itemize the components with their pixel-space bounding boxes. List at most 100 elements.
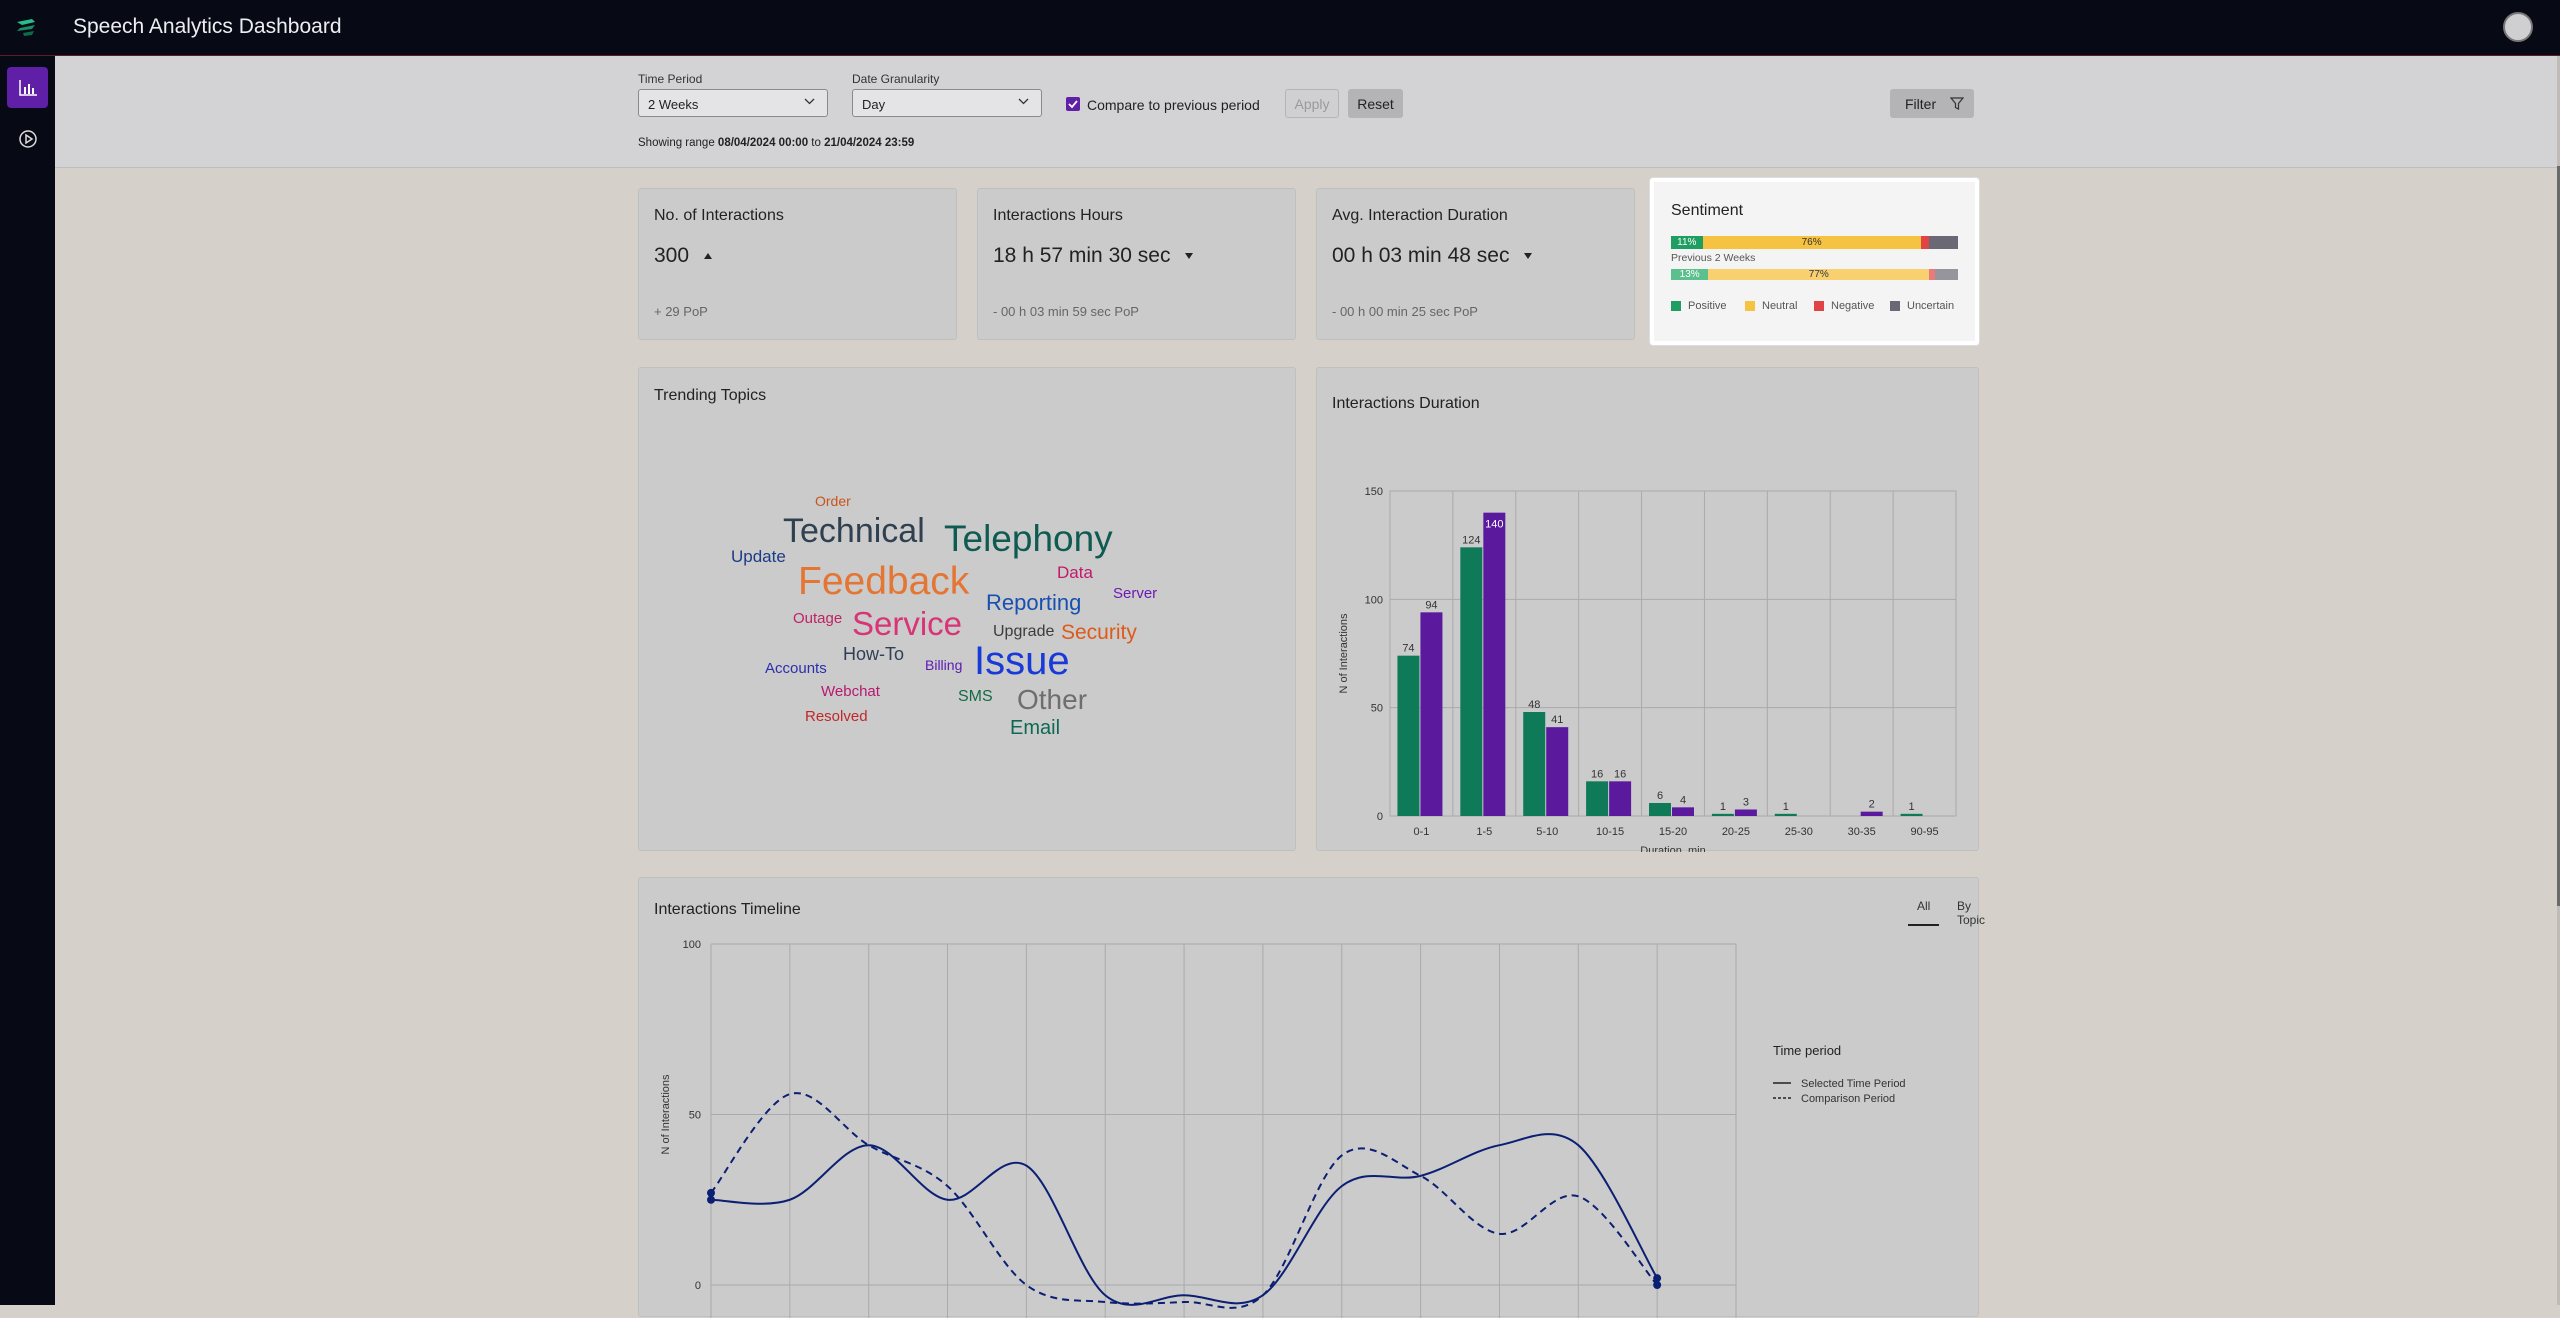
x-tick-label: 30-35 [1848, 826, 1876, 838]
tab-all[interactable]: All [1917, 899, 1931, 913]
topic-word[interactable]: Email [1010, 717, 1061, 739]
time-period-select[interactable]: 2 Weeks [638, 89, 828, 117]
bar [1483, 512, 1506, 816]
data-label: 2 [1869, 799, 1875, 811]
legend-swatch [1890, 301, 1900, 311]
kpi-value: 00 h 03 min 48 sec [1332, 244, 1533, 268]
y-axis-label: N of Interactions [1338, 613, 1350, 694]
triangle-up-icon [703, 253, 712, 260]
topic-word[interactable]: Billing [925, 657, 963, 673]
x-tick-label: 15-20 [1659, 826, 1687, 838]
legend-label: Neutral [1762, 300, 1798, 312]
topic-word[interactable]: Server [1113, 585, 1158, 602]
kpi-pop: + 29 PoP [654, 304, 708, 319]
topic-word[interactable]: How-To [843, 644, 905, 664]
scrollbar-thumb[interactable] [2557, 166, 2560, 906]
app-title: Speech Analytics Dashboard [73, 15, 342, 38]
topic-word[interactable]: Webchat [821, 683, 880, 700]
apply-button[interactable]: Apply [1285, 89, 1339, 118]
topic-word[interactable]: Resolved [805, 708, 868, 725]
bar [1774, 813, 1797, 816]
reset-button[interactable]: Reset [1348, 89, 1403, 118]
data-point [707, 1195, 715, 1204]
topic-word[interactable]: Telephony [944, 518, 1113, 559]
kpi-pop: - 00 h 03 min 59 sec PoP [993, 304, 1139, 319]
range-to: to [808, 137, 825, 149]
bar [1711, 813, 1734, 816]
sentiment-segment-neutral: 77% [1708, 269, 1930, 280]
kpi-title: Interactions Hours [993, 207, 1123, 224]
logo-icon[interactable] [14, 16, 38, 38]
check-icon [1068, 100, 1078, 109]
duration-chart-card: Interactions Duration 0 50 100 150 74 94 0-1 12… [1316, 367, 1979, 852]
kpi-card-interactions: No. of Interactions 300 + 29 PoP [638, 188, 957, 340]
chevron-down-icon [1018, 98, 1029, 105]
topic-word[interactable]: Accounts [765, 660, 827, 677]
x-tick-label: 1-5 [1476, 826, 1492, 838]
kpi-card-hours: Interactions Hours 18 h 57 min 30 sec - … [977, 188, 1296, 340]
sentiment-card[interactable]: Sentiment 11% 76% Previous 2 Weeks 13% 7… [1650, 178, 1979, 345]
legend-label: Negative [1831, 300, 1875, 312]
topic-word[interactable]: Update [731, 547, 786, 566]
topic-word[interactable]: SMS [958, 688, 993, 705]
x-tick-label: 90-95 [1910, 826, 1938, 838]
tab-by-topic[interactable]: By Topic [1957, 899, 1986, 927]
time-period-value: 2 Weeks [648, 97, 699, 112]
data-label: 48 [1528, 699, 1540, 711]
bar [1734, 809, 1757, 816]
filter-button[interactable]: Filter [1890, 89, 1974, 118]
legend-negative: Negative [1814, 300, 1874, 312]
y-tick-label: 150 [1365, 486, 1383, 498]
sentiment-segment-uncertain [1929, 236, 1958, 249]
topic-word[interactable]: Outage [793, 610, 843, 627]
x-tick-label: 5-10 [1536, 826, 1558, 838]
sidebar [0, 56, 55, 1305]
y-axis-label: N of Interactions [660, 1074, 672, 1155]
topic-word[interactable]: Order [815, 493, 851, 509]
bar [1460, 547, 1483, 816]
topic-word[interactable]: Security [1061, 621, 1137, 644]
topic-word[interactable]: Reporting [986, 590, 1082, 615]
legend-uncertain: Uncertain [1890, 300, 1954, 312]
series-line [710, 1133, 1659, 1306]
trending-title: Trending Topics [654, 387, 767, 404]
sentiment-previous-label: Previous 2 Weeks [1671, 252, 1756, 264]
topic-word[interactable]: Other [1017, 684, 1088, 715]
data-label: 94 [1425, 599, 1437, 611]
granularity-select[interactable]: Day [852, 89, 1042, 117]
topic-word[interactable]: Feedback [798, 560, 970, 603]
timeline-title: Interactions Timeline [654, 901, 801, 918]
topic-word[interactable]: Technical [783, 512, 925, 550]
topic-word[interactable]: Data [1057, 563, 1093, 582]
data-point [1653, 1281, 1662, 1289]
y-tick-label: 50 [689, 1110, 701, 1122]
topic-word[interactable]: Upgrade [993, 623, 1055, 640]
sentiment-bar-previous: 13% 77% [1671, 269, 1958, 280]
topic-word[interactable]: Issue [974, 639, 1070, 683]
play-circle-icon [18, 129, 37, 148]
x-tick-label: 25-30 [1785, 826, 1813, 838]
time-period-label: Time Period [638, 72, 703, 86]
bar [1649, 803, 1671, 816]
kpi-title: Avg. Interaction Duration [1332, 207, 1508, 224]
date-range-text: Showing range 08/04/2024 00:00 to 21/04/… [638, 137, 914, 149]
sentiment-segment-positive: 13% [1671, 269, 1709, 280]
user-avatar-icon[interactable] [2503, 12, 2533, 42]
filter-label: Filter [1905, 95, 1937, 112]
data-label: 16 [1614, 768, 1626, 780]
triangle-down-icon [1524, 253, 1533, 260]
kpi-value: 300 [654, 244, 713, 268]
compare-checkbox[interactable] [1066, 97, 1080, 111]
main-content: Time Period 2 Weeks Date Granularity Day… [55, 56, 2557, 1318]
kpi-value-text: 300 [654, 244, 690, 267]
data-label: 41 [1551, 714, 1563, 726]
bar [1523, 712, 1546, 816]
range-start: 08/04/2024 00:00 [717, 137, 809, 149]
bar-chart-icon [18, 79, 37, 96]
topic-word[interactable]: Service [852, 605, 963, 642]
sentiment-segment-negative [1929, 269, 1936, 280]
legend-label: Uncertain [1907, 300, 1955, 312]
sidebar-item-player[interactable] [7, 118, 48, 159]
scrollbar[interactable] [2557, 56, 2560, 1305]
sidebar-item-dashboard[interactable] [7, 67, 48, 108]
